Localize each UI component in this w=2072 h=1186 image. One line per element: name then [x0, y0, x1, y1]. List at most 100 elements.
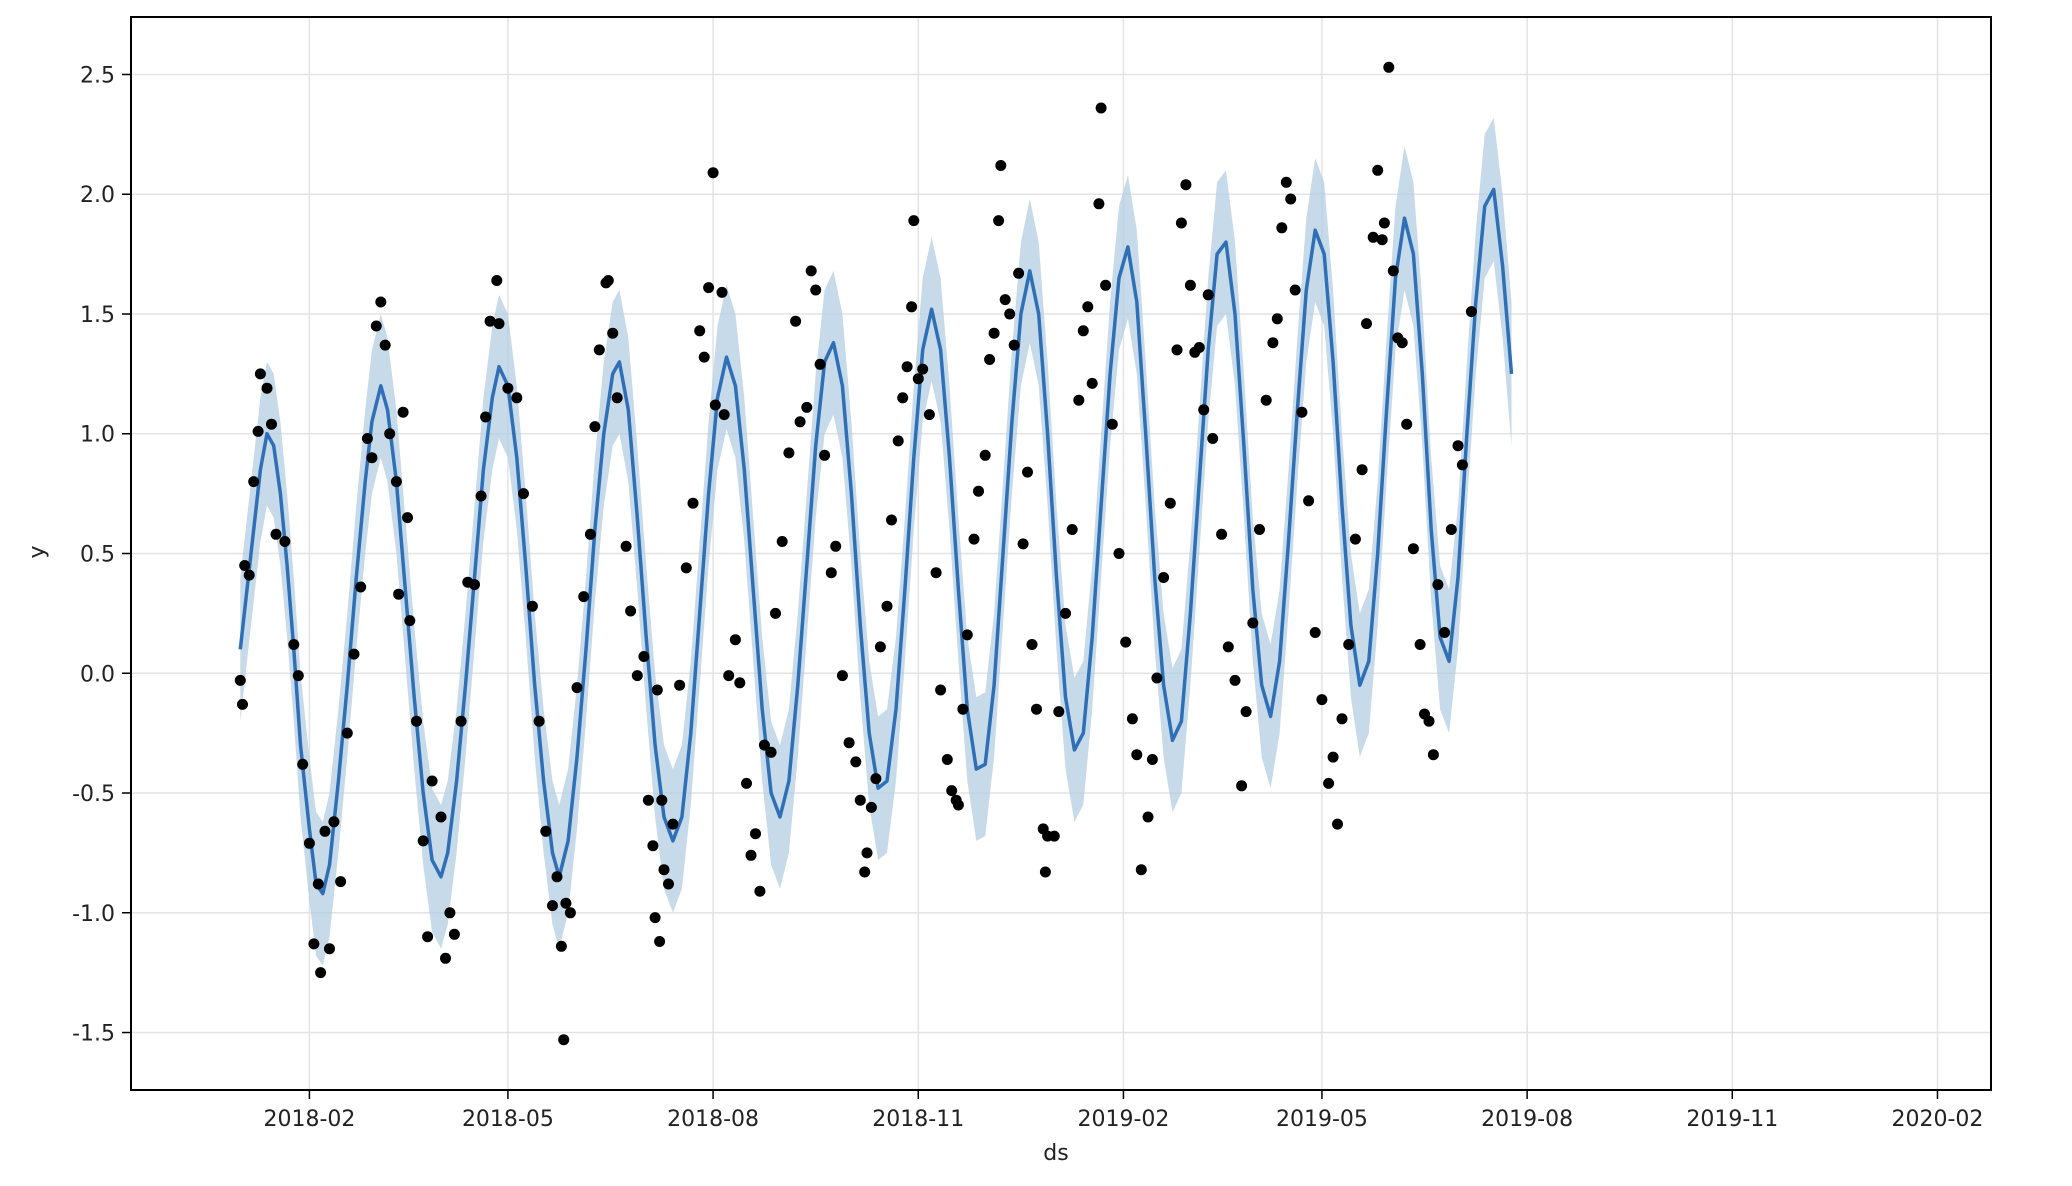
observed-point — [1349, 533, 1361, 545]
observed-point — [558, 1034, 570, 1046]
observed-point — [703, 282, 715, 294]
observed-point — [1236, 780, 1248, 792]
observed-point — [484, 315, 496, 327]
observed-point — [1151, 672, 1163, 684]
observed-point — [1280, 176, 1292, 188]
observed-point — [1106, 418, 1118, 430]
observed-point — [1332, 818, 1343, 830]
observed-point — [783, 447, 795, 459]
observed-point — [379, 339, 391, 351]
observed-point — [814, 358, 826, 370]
observed-point — [571, 682, 583, 694]
observed-point — [602, 275, 614, 286]
observed-point — [526, 600, 538, 612]
observed-point — [805, 265, 817, 277]
observed-point — [518, 488, 529, 500]
observed-point — [1303, 495, 1315, 507]
observed-point — [854, 794, 866, 806]
y-tick-label: 1.0 — [80, 423, 115, 448]
observed-point — [1285, 193, 1297, 205]
observed-point — [984, 354, 996, 365]
observed-point — [584, 528, 596, 540]
observed-point — [861, 847, 873, 859]
observed-point — [1423, 715, 1435, 727]
observed-point — [810, 284, 822, 296]
observed-point — [1060, 607, 1071, 619]
observed-point — [1008, 339, 1020, 351]
observed-point — [801, 401, 813, 413]
observed-point — [475, 490, 487, 502]
observed-point — [906, 301, 918, 313]
observed-point — [819, 449, 831, 461]
observed-point — [765, 746, 777, 758]
observed-point — [361, 433, 373, 444]
observed-point — [1378, 217, 1390, 229]
observed-point — [979, 449, 991, 461]
observed-point — [1171, 344, 1183, 356]
observed-point — [493, 318, 505, 330]
observed-point — [319, 825, 331, 837]
observed-point — [1222, 641, 1234, 653]
observed-point — [651, 684, 663, 696]
observed-point — [1120, 636, 1132, 648]
observed-point — [734, 677, 746, 689]
observed-point — [638, 651, 650, 662]
observed-point — [941, 754, 953, 765]
observed-point — [288, 639, 300, 650]
observed-point — [266, 418, 277, 430]
observed-point — [234, 674, 246, 686]
observed-point — [1376, 234, 1388, 246]
observed-point — [511, 392, 523, 404]
observed-point — [663, 878, 674, 890]
observed-point — [1427, 749, 1439, 761]
observed-point — [1361, 318, 1372, 330]
observed-point — [435, 811, 447, 823]
observed-point — [1276, 222, 1288, 234]
observed-point — [1135, 864, 1147, 876]
y-tick-label: 1.5 — [80, 303, 115, 328]
forecast-line — [238, 187, 1514, 896]
observed-point — [988, 327, 1000, 339]
observed-point — [993, 215, 1005, 227]
observed-point — [1456, 459, 1468, 471]
observed-points — [234, 61, 1477, 1046]
observed-point — [836, 670, 848, 682]
observed-point — [370, 320, 382, 332]
observed-point — [315, 967, 327, 979]
observed-point — [404, 615, 416, 627]
observed-point — [1180, 179, 1192, 191]
observed-point — [1158, 572, 1170, 583]
observed-point — [308, 938, 320, 950]
observed-point — [754, 885, 766, 897]
observed-point — [968, 533, 980, 545]
observed-point — [448, 928, 460, 940]
observed-point — [540, 825, 552, 837]
observed-point — [850, 756, 862, 768]
observed-point — [252, 425, 264, 437]
observed-point — [555, 940, 567, 952]
observed-point — [1414, 639, 1426, 650]
observed-point — [239, 560, 251, 571]
observed-point — [667, 818, 679, 830]
observed-point — [261, 382, 273, 394]
observed-point — [491, 275, 503, 286]
observed-point — [243, 569, 255, 581]
observed-point — [952, 799, 964, 811]
y-tick-label: -0.5 — [72, 782, 115, 807]
observed-point — [776, 536, 788, 547]
observed-point — [1073, 394, 1085, 406]
observed-point — [402, 512, 413, 524]
observed-point — [625, 605, 637, 617]
observed-point — [825, 567, 837, 579]
observed-point — [1175, 217, 1187, 229]
observed-point — [237, 698, 248, 710]
observed-point — [469, 579, 480, 591]
observed-point — [324, 943, 335, 955]
observed-point — [551, 871, 563, 883]
observed-point — [1254, 524, 1265, 535]
observed-point — [745, 849, 757, 861]
x-tick-label: 2019-11 — [1686, 1107, 1778, 1132]
observed-point — [1401, 418, 1413, 430]
observed-point — [611, 392, 623, 404]
